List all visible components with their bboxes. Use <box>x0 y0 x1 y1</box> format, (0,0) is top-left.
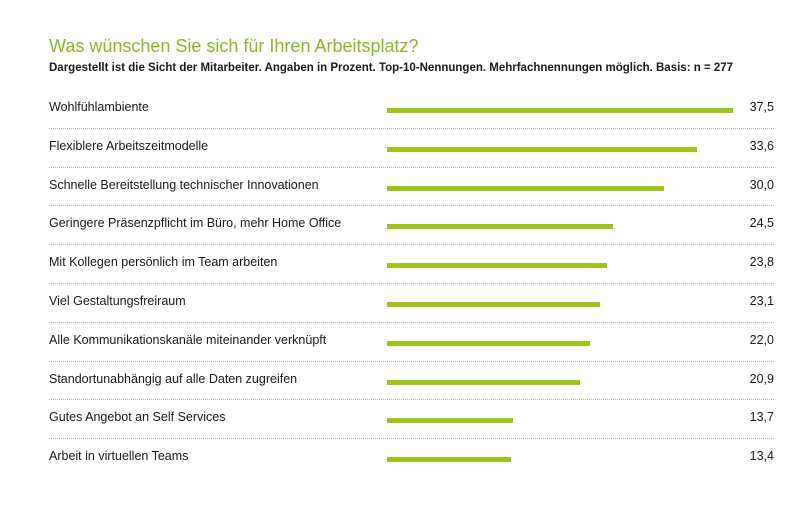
bar-value-label: 23,8 <box>749 255 774 270</box>
bar-value-label: 33,6 <box>749 138 774 153</box>
bar-value-label: 13,7 <box>749 410 774 425</box>
bar-category-label: Standortunabhängig auf alle Daten zugrei… <box>49 371 298 386</box>
bar-row: Gutes Angebot an Self Services 13,7 <box>49 400 774 440</box>
bar <box>387 224 613 230</box>
bar <box>387 263 607 269</box>
bar-category-label: Gutes Angebot an Self Services <box>49 410 226 425</box>
bar-row: Viel Gestaltungsfreiraum 23,1 <box>49 284 774 323</box>
bar-row: Arbeit in virtuellen Teams 13,4 <box>49 439 774 478</box>
bar-row: Geringere Präsenzpflicht im Büro, mehr H… <box>49 206 774 246</box>
chart-subtitle: Dargestellt ist die Sicht der Mitarbeite… <box>49 62 734 74</box>
bar <box>387 418 513 424</box>
bar-row: Standortunabhängig auf alle Daten zugrei… <box>49 362 774 401</box>
bar-category-label: Alle Kommunikationskanäle miteinander ve… <box>49 332 327 347</box>
bar <box>387 457 511 463</box>
bar-value-label: 23,1 <box>749 293 774 308</box>
bar-value-label: 30,0 <box>749 177 774 192</box>
bar-value-label: 13,4 <box>749 449 774 464</box>
bar-category-label: Geringere Präsenzpflicht im Büro, mehr H… <box>49 216 342 231</box>
bar-value-label: 20,9 <box>749 371 774 386</box>
bar <box>387 108 733 113</box>
bar-category-label: Flexiblere Arbeitszeitmodelle <box>49 138 209 153</box>
bar-category-label: Viel Gestaltungsfreiraum <box>49 293 186 308</box>
bar-row: Mit Kollegen persönlich im Team arbeiten… <box>49 245 774 284</box>
bar-value-label: 22,0 <box>749 332 774 347</box>
bar <box>387 146 697 152</box>
bar <box>387 340 590 346</box>
bar-row: Wohlfühlambiente 37,5 <box>49 90 774 129</box>
bar-category-label: Mit Kollegen persönlich im Team arbeiten <box>49 255 278 270</box>
bar-category-label: Wohlfühlambiente <box>49 100 149 114</box>
bar-value-label: 37,5 <box>749 100 774 114</box>
chart-title: Was wünschen Sie sich für Ihren Arbeitsp… <box>49 36 419 56</box>
bar-row: Flexiblere Arbeitszeitmodelle 33,6 <box>49 129 774 168</box>
bar-row: Alle Kommunikationskanäle miteinander ve… <box>49 323 774 362</box>
bar <box>387 301 600 307</box>
bar-category-label: Schnelle Bereitstellung technischer Inno… <box>49 177 319 192</box>
bar-chart: Wohlfühlambiente 37,5 Flexiblere Arbeitsze… <box>49 90 774 478</box>
bar-row: Schnelle Bereitstellung technischer Inno… <box>49 168 774 207</box>
bar-category-label: Arbeit in virtuellen Teams <box>49 449 189 464</box>
bar <box>387 185 664 191</box>
bar <box>387 379 580 385</box>
bar-value-label: 24,5 <box>749 216 774 231</box>
